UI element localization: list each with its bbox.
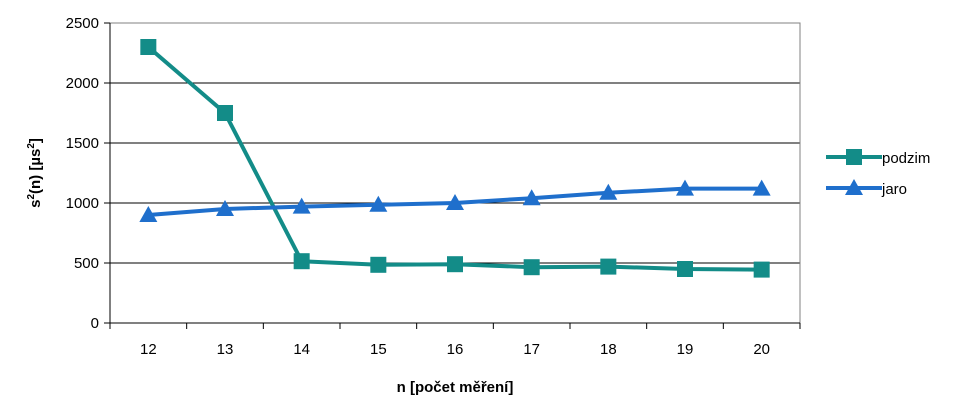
- legend-label-podzim: podzim: [882, 150, 930, 167]
- x-tick-label: 12: [140, 341, 157, 358]
- x-tick-label: 18: [600, 341, 617, 358]
- y-tick-label: 2000: [66, 75, 99, 92]
- legend-marker-jaro: [845, 179, 863, 195]
- x-axis-title: n [počet měření]: [397, 379, 514, 396]
- gridlines: [110, 22, 800, 264]
- y-axis-title-part: ]: [27, 138, 44, 143]
- x-tick-label: 15: [370, 341, 387, 358]
- plot-area: [109, 22, 801, 324]
- series-jaro: [139, 179, 771, 222]
- legend-item-podzim: podzim: [826, 149, 930, 167]
- x-tick-label: 19: [677, 341, 694, 358]
- data-point-jaro: [446, 194, 464, 210]
- legend-item-jaro: jaro: [826, 179, 907, 198]
- x-tick-label: 17: [523, 341, 540, 358]
- data-point-jaro: [752, 179, 771, 196]
- legend-label-jaro: jaro: [881, 181, 907, 198]
- data-point-jaro: [369, 195, 388, 212]
- data-point-jaro: [292, 197, 311, 214]
- data-point-jaro: [522, 189, 541, 206]
- axes: [104, 22, 801, 329]
- x-tick-label: 20: [753, 341, 770, 358]
- y-axis-title: s2(n) [µs2]: [26, 138, 44, 208]
- series-line-podzim: [147, 45, 762, 272]
- y-axis-title-superscript: 2: [26, 143, 37, 149]
- y-tick-label: 0: [91, 315, 99, 332]
- x-tick-label: 13: [217, 341, 234, 358]
- data-point-podzim: [370, 256, 387, 273]
- tick-labels: 0 500 1000 1500 2000 2500 12 13 14 15 16 17 18 19 20: [66, 15, 770, 358]
- data-point-podzim: [677, 261, 693, 277]
- series-podzim: [140, 39, 770, 278]
- legend-marker-podzim: [846, 149, 862, 165]
- data-point-podzim: [523, 259, 540, 276]
- y-axis-title-part: (n) [µs: [27, 149, 44, 194]
- data-point-jaro: [139, 206, 158, 222]
- series-layer: [139, 39, 771, 278]
- legend: podzim jaro: [826, 149, 930, 198]
- data-point-podzim: [447, 256, 463, 273]
- y-tick-label: 1000: [66, 195, 99, 212]
- y-tick-label: 500: [74, 255, 99, 272]
- data-point-podzim: [140, 39, 157, 55]
- data-point-jaro: [216, 200, 234, 216]
- x-tick-label: 16: [447, 341, 464, 358]
- data-point-podzim: [293, 253, 310, 270]
- data-point-podzim: [753, 261, 770, 278]
- data-point-podzim: [217, 105, 233, 121]
- x-tick-label: 14: [293, 341, 310, 358]
- y-tick-label: 2500: [66, 15, 99, 32]
- data-point-jaro: [599, 183, 618, 200]
- y-tick-label: 1500: [66, 135, 99, 152]
- data-point-podzim: [600, 258, 617, 275]
- y-axis-title-superscript: 2: [26, 194, 37, 200]
- data-point-jaro: [676, 179, 694, 196]
- y-axis-title-part: s: [27, 200, 44, 208]
